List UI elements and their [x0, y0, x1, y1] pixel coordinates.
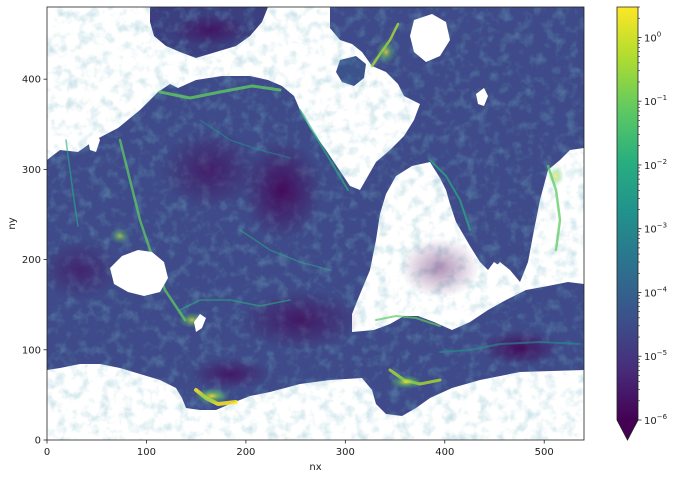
madagascar-land	[487, 262, 500, 290]
colorbar-tick-label: 10−3	[644, 222, 667, 236]
colorbar-extend-min	[617, 420, 638, 440]
colorbar-tick-label: 10−1	[644, 94, 667, 108]
x-tick-label: 200	[236, 447, 255, 458]
x-tick-label: 100	[137, 447, 156, 458]
x-tick-label: 400	[435, 447, 454, 458]
y-tick-label: 200	[22, 255, 41, 266]
greenland-land	[410, 14, 450, 62]
colorbar-outline	[616, 6, 639, 441]
colorbar-tick-label: 10−4	[644, 285, 668, 299]
colorbar: 10−6 10−5 10−4 10−3 10−2 10−1 100	[616, 6, 668, 441]
new-zealand-land	[194, 314, 206, 332]
x-tick-label: 0	[44, 447, 50, 458]
colorbar-tick-label: 100	[644, 30, 661, 44]
y-tick-label: 300	[22, 165, 41, 176]
x-tick-label: 300	[336, 447, 355, 458]
ocean-field-heatmap	[47, 7, 584, 440]
x-axis-ticks: 0 100 200 300 400 500	[44, 440, 554, 458]
y-axis-label: ny	[7, 217, 18, 229]
colorbar-tick-label: 10−5	[644, 349, 667, 363]
y-tick-label: 100	[22, 345, 41, 356]
y-tick-label: 400	[22, 75, 41, 86]
colorbar-tick-label: 10−2	[644, 158, 667, 172]
colorbar-ticks: 10−6 10−5 10−4 10−3 10−2 10−1 100	[638, 6, 668, 427]
colorbar-ramp	[617, 7, 638, 420]
japan-land	[88, 132, 100, 152]
x-tick-label: 500	[535, 447, 554, 458]
australia-land	[110, 250, 168, 296]
plot-area-frame	[46, 6, 585, 441]
y-axis-ticks: 0 100 200 300 400	[22, 75, 47, 447]
uk-land	[476, 88, 488, 106]
colorbar-tick-label: 10−6	[644, 413, 668, 427]
y-tick-label: 0	[35, 436, 41, 447]
x-axis-label: nx	[309, 462, 321, 473]
